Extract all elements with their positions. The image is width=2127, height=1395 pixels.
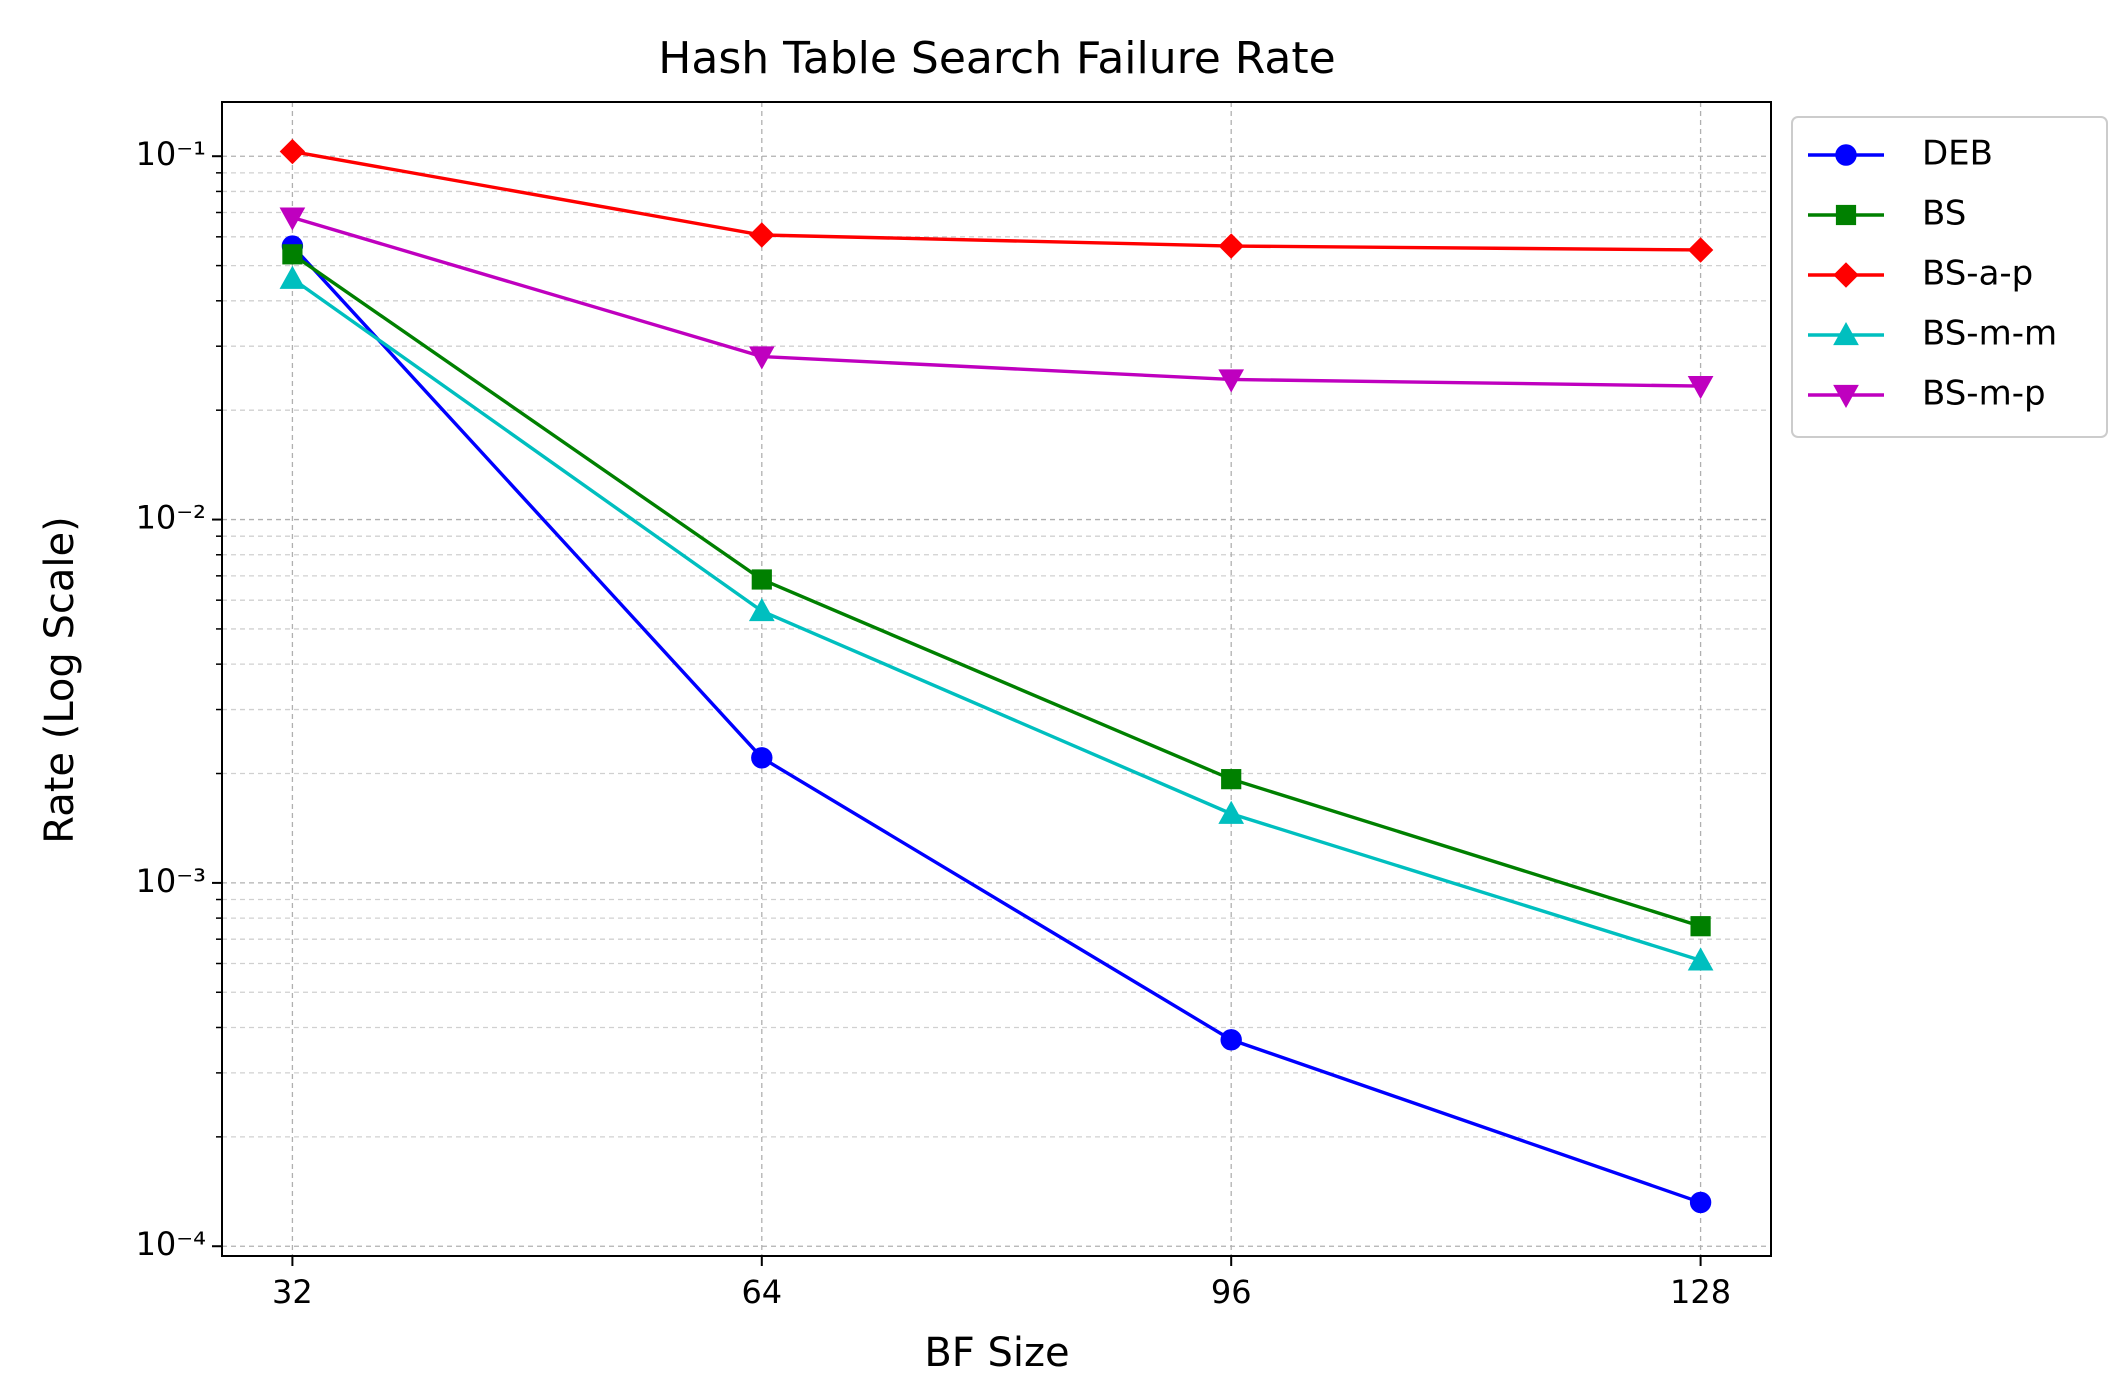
marker: [1687, 947, 1714, 971]
marker: [751, 747, 773, 769]
legend-label: BS-m-m: [1922, 314, 2057, 354]
y-tick-label: 10⁻⁴: [136, 1225, 206, 1263]
marker: [748, 346, 775, 370]
y-tick-label: 10⁻²: [136, 499, 206, 537]
x-tick-label: 64: [741, 1273, 782, 1311]
series-line: [291, 215, 1701, 388]
marker: [1687, 237, 1714, 263]
marker: [279, 265, 306, 289]
marker: [1220, 1029, 1242, 1051]
marker: [748, 598, 775, 622]
y-axis-label: Rate (Log Scale): [37, 516, 83, 843]
legend-label: DEB: [1922, 134, 1993, 174]
legend-marker: [1835, 204, 1857, 226]
marker: [1218, 369, 1245, 393]
marker: [282, 244, 303, 265]
marker: [279, 207, 306, 231]
marker: [1690, 916, 1711, 937]
x-axis-label: BF Size: [924, 1330, 1069, 1376]
legend-label: BS-m-p: [1922, 374, 2046, 414]
series-line: [291, 252, 1702, 928]
marker: [1218, 233, 1244, 259]
marker: [1221, 769, 1242, 790]
x-tick-label: 96: [1211, 1273, 1252, 1311]
y-tick-label: 10⁻³: [136, 862, 206, 900]
plot-frame: [221, 101, 1772, 1257]
x-tick-label: 128: [1670, 1273, 1731, 1311]
x-tick-label: 32: [272, 1273, 313, 1311]
marker: [1218, 800, 1245, 824]
legend-marker: [1833, 384, 1859, 409]
legend-marker: [1833, 321, 1859, 346]
legend-marker: [1833, 262, 1859, 288]
series-line: [291, 277, 1702, 963]
marker: [279, 138, 306, 165]
chart-title: Hash Table Search Failure Rate: [658, 33, 1335, 84]
marker: [749, 222, 775, 248]
marker: [1689, 1191, 1712, 1214]
legend-label: BS: [1922, 194, 1966, 234]
marker: [751, 569, 772, 590]
y-tick-label: 10⁻¹: [136, 135, 206, 173]
legend-box: [1791, 116, 2108, 438]
marker: [1687, 375, 1714, 400]
legend-label: BS-a-p: [1922, 254, 2033, 294]
series-line: [292, 149, 1701, 252]
series-line: [291, 244, 1702, 1205]
legend-marker: [1835, 144, 1857, 166]
